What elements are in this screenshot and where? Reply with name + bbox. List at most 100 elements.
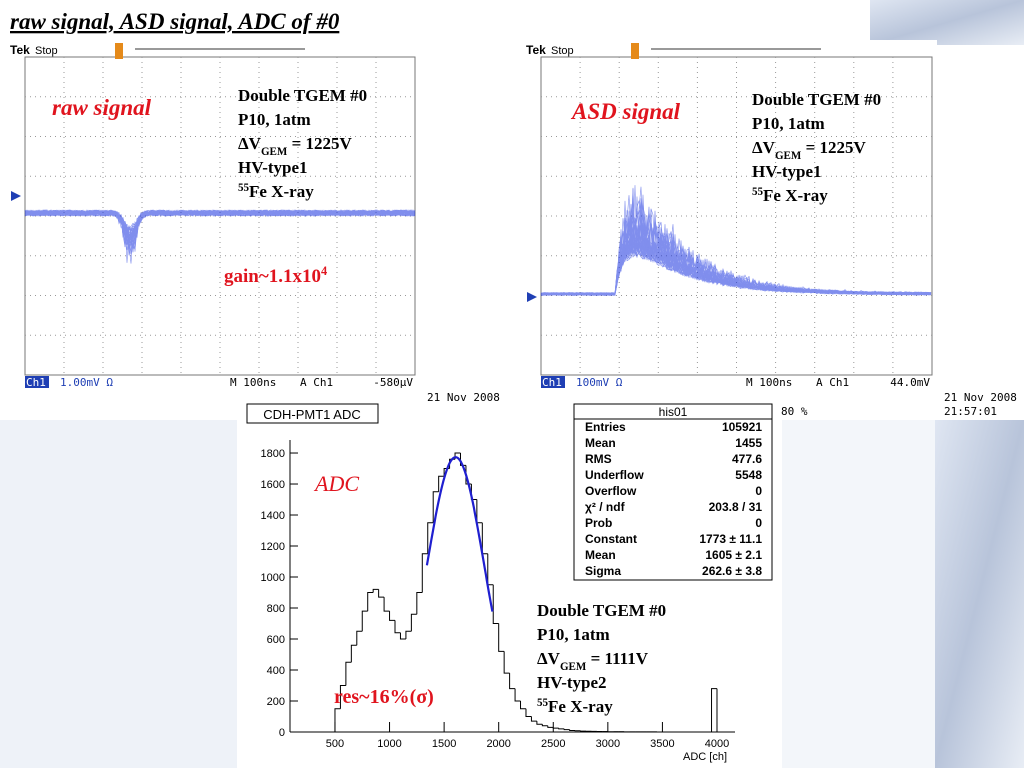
stats-value: 1605 ± 2.1 [705,548,762,562]
histogram-bin [530,716,537,722]
info-line-part: Fe X-ray [548,697,613,716]
histogram-bin [378,589,385,598]
y-tick-label: 0 [279,727,285,739]
stats-value: 1773 ± 11.1 [699,532,762,546]
x-tick-label: 1000 [377,738,401,750]
info-line: Double TGEM #0 [537,601,666,620]
histogram-bin [498,623,505,652]
histogram-bin [410,613,417,632]
scope-time: 21:57:01 [944,405,997,418]
x-tick-label: 2500 [541,738,565,750]
stats-label: Constant [585,532,637,546]
scope-channel: Ch1 [26,376,46,389]
stats-label: Prob [585,516,612,530]
scope-trace [24,209,416,243]
info-line: Double TGEM #0 [752,90,881,109]
x-tick-label: 500 [326,738,344,750]
slide-title: raw signal, ASD signal, ADC of #0 [10,9,340,34]
stats-value: 262.6 ± 3.8 [702,564,762,578]
histogram-bin [383,597,390,612]
stats-value: 477.6 [732,452,762,466]
histogram-bin [416,592,423,615]
histogram-bin [394,620,401,634]
scope-channel-box [25,376,49,388]
stats-label: Overflow [585,484,637,498]
scope-brand: Tek [526,43,546,57]
histogram-bin [361,610,368,632]
histogram-bin [558,728,565,730]
histogram-bin [399,632,406,640]
stats-box [573,403,773,581]
histogram-bin [509,673,516,690]
info-line: P10, 1atm [238,110,311,129]
info-line: P10, 1atm [537,625,610,644]
gain-label: gain~1.1x104 [224,264,327,287]
x-tick-label: 3500 [650,738,674,750]
stats-label: Mean [585,548,616,562]
info-line: Double TGEM #0 [238,86,367,105]
scope-scale: 1.00mV Ω [60,376,113,389]
stats-label: Sigma [585,564,621,578]
info-line-part: = 1225V [287,134,352,153]
y-tick-label: 1800 [261,448,285,460]
histogram-bin [350,644,357,663]
scope-trace [540,222,932,296]
stats-value: 5548 [735,468,762,482]
x-tick-label: 3000 [596,738,620,750]
scope-trigger-marker [115,43,123,59]
y-tick-label: 1400 [261,510,285,522]
scope-extra: 80 % [781,405,808,418]
scope-label: raw signal [52,95,152,120]
adc-annotation: ADC [313,471,359,496]
info-line-part: = 1111V [586,649,648,668]
decoration [0,420,237,768]
scope-scale: 100mV Ω [576,376,623,389]
scope-status: Stop [35,45,58,57]
histogram-bin [541,724,548,727]
y-tick-label: 1000 [261,572,285,584]
title-box [246,403,379,424]
histogram-bin [514,688,521,702]
stats-value: 1455 [735,436,762,450]
y-tick-label: 800 [267,603,285,615]
histogram-bin [520,701,526,710]
stats-value: 203.8 / 31 [709,500,763,514]
info-line-part: ΔV [537,649,561,668]
scope-status: Stop [551,45,574,57]
scope-traces [540,185,932,296]
chart-title: CDH-PMT1 ADC [263,407,361,422]
info-line: ΔVGEM = 1225V [752,138,867,162]
scope-trace [24,209,416,245]
scope-level: 44.0mV [890,376,930,389]
y-tick-label: 600 [267,634,285,646]
info-line-part: ΔV [752,138,776,157]
x-tick-label: 2000 [486,738,510,750]
info-line: P10, 1atm [752,114,825,133]
info-line-part: 55 [537,697,549,709]
scope-label: ASD signal [570,99,681,124]
info-line: 55Fe X-ray [238,182,314,201]
info-line-part: 55 [752,186,764,198]
histogram-bin [536,721,543,725]
histogram-bin [389,611,396,621]
scope-trigger: A Ch1 [300,376,333,389]
scope-date: 21 Nov 2008 [427,391,500,404]
info-line: ΔVGEM = 1111V [537,649,649,673]
stats-value: 0 [755,516,762,530]
info-line-part: 55 [238,182,250,194]
stats-value: 0 [755,484,762,498]
info-line: 55Fe X-ray [537,697,613,716]
gain-label-part: 4 [321,264,327,278]
scope-ground-marker [11,191,21,201]
gain-label-part: gain~1.1x10 [224,266,321,287]
histogram-bin [356,630,363,646]
info-line-part: GEM [261,146,288,158]
y-tick-label: 200 [267,696,285,708]
info-line: HV-type2 [537,673,607,692]
decoration [935,420,1024,768]
stats-label: RMS [585,452,612,466]
x-axis-label: ADC [ch] [683,751,727,763]
histogram-bin [421,553,428,593]
scope-date: 21 Nov 2008 [944,391,1017,404]
